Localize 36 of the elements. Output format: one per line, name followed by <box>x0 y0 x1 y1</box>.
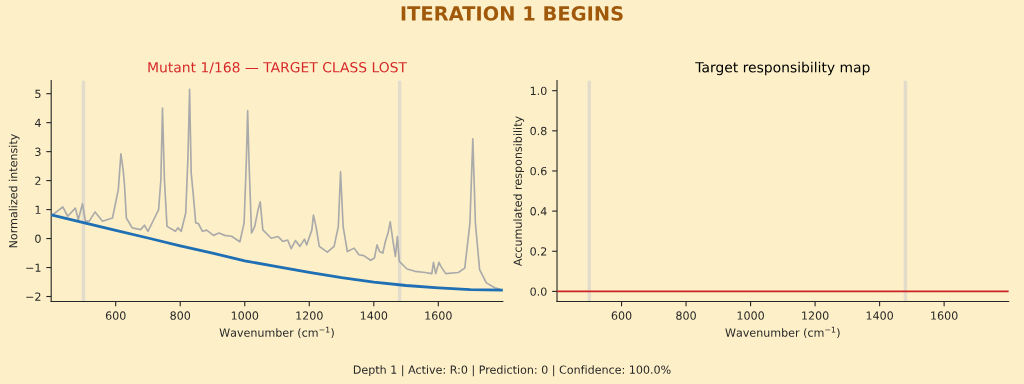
line-series <box>51 88 501 290</box>
y-tick-label: 1.0 <box>530 86 547 96</box>
y-tick-label: 3 <box>35 147 41 157</box>
x-tick-label: 1400 <box>866 311 894 320</box>
x-axis-title: Wavenumber (cm$^{−1}$) <box>219 326 334 339</box>
chart-title: Target responsibility map <box>695 61 870 76</box>
y-tick-label: 0.8 <box>530 126 547 136</box>
x-axis-title: Wavenumber (cm$^{−1}$) <box>725 326 840 339</box>
text: Depth 1 | Active: R:0 | Prediction: 0 | Confidence: 100.0% <box>353 365 671 377</box>
x-tick-label: 600 <box>611 311 632 320</box>
x-tick-label: 1000 <box>231 311 259 320</box>
y-tick-label: 0.2 <box>530 247 547 256</box>
line-series <box>51 213 503 292</box>
y-tick-label: 4 <box>34 118 41 127</box>
x-tick-label: 800 <box>676 311 696 320</box>
x-tick-label: 800 <box>170 311 191 320</box>
chart-title: Mutant 1/168 — TARGET CLASS LOST <box>148 62 408 74</box>
x-tick-label: 600 <box>105 311 126 320</box>
y-tick-label: 0 <box>35 234 41 243</box>
y-tick-label: 5 <box>35 89 41 99</box>
y-tick-label: 0.0 <box>530 287 547 296</box>
y-tick-label: 1 <box>35 205 41 214</box>
x-tick-label: 1600 <box>931 311 958 320</box>
x-tick-label: 1000 <box>737 311 764 320</box>
y-axis-title: Accumulated responsibility <box>513 116 525 267</box>
x-tick-label: 1600 <box>425 311 452 320</box>
y-tick-label: 0.4 <box>530 207 547 216</box>
y-tick-label: 2 <box>35 176 41 185</box>
y-tick-label: −1 <box>26 263 41 272</box>
x-tick-label: 1400 <box>360 311 388 320</box>
x-tick-label: 1200 <box>802 311 829 320</box>
text: ITERATION 1 BEGINS <box>401 6 623 21</box>
y-tick-label: −2 <box>26 292 41 301</box>
y-axis-title: Normalized intensity <box>8 134 20 248</box>
y-tick-label: 0.6 <box>530 166 547 176</box>
x-tick-label: 1200 <box>296 311 323 320</box>
